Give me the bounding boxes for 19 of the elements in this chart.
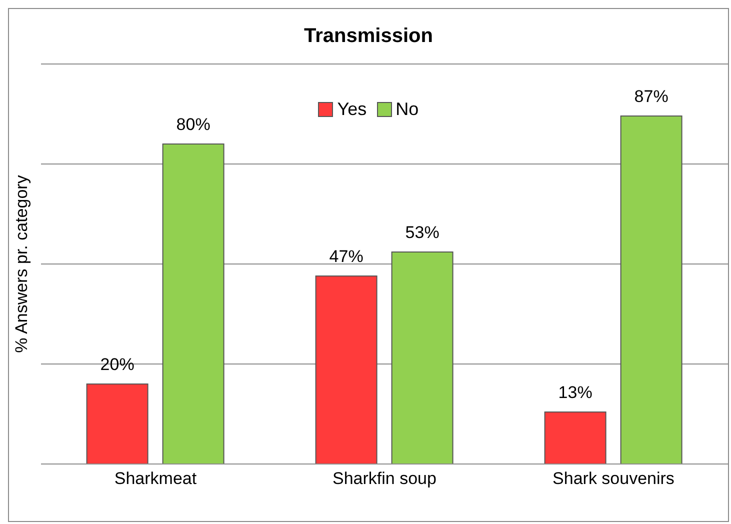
bar bbox=[86, 384, 148, 464]
data-label: 80% bbox=[176, 115, 210, 134]
data-label: 20% bbox=[100, 355, 134, 374]
bar bbox=[620, 116, 682, 464]
x-tick-label: Sharkmeat bbox=[114, 469, 197, 488]
data-label: 87% bbox=[634, 87, 668, 106]
x-tick-label: Sharkfin soup bbox=[332, 469, 436, 488]
data-label: 53% bbox=[405, 223, 440, 242]
data-label: 13% bbox=[558, 383, 592, 402]
data-label: 47% bbox=[329, 247, 364, 266]
chart-title: Transmission bbox=[303, 25, 434, 48]
bar bbox=[391, 252, 454, 464]
x-tick-label: Shark souvenirs bbox=[552, 469, 674, 488]
bar bbox=[162, 144, 224, 464]
legend-label: Yes bbox=[337, 99, 367, 120]
bar bbox=[544, 412, 606, 464]
legend-label: No bbox=[396, 99, 419, 120]
bar bbox=[315, 276, 378, 464]
y-axis-title: % Answers pr. category bbox=[12, 174, 32, 353]
